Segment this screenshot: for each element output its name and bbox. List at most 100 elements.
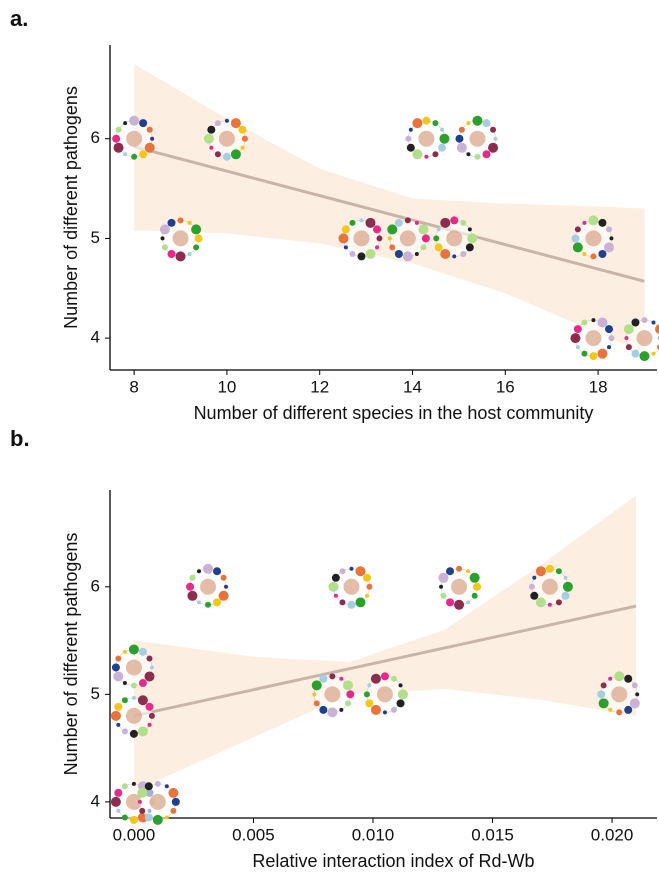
network-node xyxy=(224,118,229,123)
network-node xyxy=(224,584,229,589)
network-node xyxy=(651,320,656,325)
network-node xyxy=(440,592,447,599)
network-center xyxy=(149,793,166,810)
network-node xyxy=(598,249,607,258)
network-node xyxy=(624,674,633,683)
network-node xyxy=(474,153,481,160)
network-node xyxy=(382,710,387,715)
network-center xyxy=(451,578,468,595)
network-node xyxy=(339,568,346,575)
network-node xyxy=(311,680,322,691)
network-node xyxy=(466,152,471,157)
network-node xyxy=(625,344,632,351)
network-node xyxy=(532,575,537,580)
network-node xyxy=(446,598,455,607)
network-node xyxy=(607,345,612,350)
trend-line xyxy=(133,145,645,283)
network-center xyxy=(611,686,628,703)
network-node xyxy=(535,566,546,577)
network-node xyxy=(581,319,588,326)
x-tick-label: 0.010 xyxy=(352,825,395,844)
x-tick-label: 14 xyxy=(403,377,422,396)
network-node xyxy=(588,215,599,226)
network-node xyxy=(608,676,613,681)
network-node xyxy=(555,568,562,575)
network-node xyxy=(129,115,140,126)
x-tick-label: 8 xyxy=(129,377,138,396)
network-node xyxy=(338,233,349,244)
network-node xyxy=(394,249,403,258)
network-node xyxy=(339,599,346,606)
network-node xyxy=(146,655,153,662)
x-axis-title: Relative interaction index of Rd-Wb xyxy=(252,851,534,871)
network-node xyxy=(390,675,397,682)
network-node xyxy=(555,599,562,606)
network-node xyxy=(144,813,153,822)
network-node xyxy=(116,722,121,727)
panel-label: a. xyxy=(10,6,28,31)
network-node xyxy=(418,224,429,235)
network-node xyxy=(631,349,640,358)
network-node xyxy=(366,583,373,590)
network-node xyxy=(609,236,614,241)
network-node xyxy=(436,227,441,232)
network-node xyxy=(440,127,445,132)
network-node xyxy=(112,134,121,143)
network-node xyxy=(121,814,128,821)
network-node xyxy=(319,705,328,714)
network-node xyxy=(129,729,138,738)
network-node xyxy=(116,808,121,813)
panel-label: b. xyxy=(10,426,30,451)
x-tick-label: 18 xyxy=(589,377,608,396)
network-node xyxy=(346,690,355,699)
network-node xyxy=(355,566,366,577)
network-center xyxy=(636,330,653,347)
network-node xyxy=(440,217,451,228)
network-node xyxy=(547,602,552,607)
network-node xyxy=(414,220,419,225)
network-node xyxy=(424,154,429,159)
network-node xyxy=(635,692,640,697)
network-node xyxy=(655,324,659,334)
network-node xyxy=(472,115,483,126)
network-node xyxy=(363,691,370,698)
network-node xyxy=(574,226,581,233)
y-tick-label: 5 xyxy=(91,228,100,247)
network-node xyxy=(137,726,148,737)
network-node xyxy=(149,665,154,670)
network-node xyxy=(452,254,457,259)
network-center xyxy=(172,230,189,247)
network-center xyxy=(469,130,486,147)
network-node xyxy=(110,796,121,807)
network-node xyxy=(373,225,382,234)
network-node xyxy=(365,248,376,259)
network-node xyxy=(600,682,607,689)
network-node xyxy=(641,317,648,324)
network-node xyxy=(218,590,229,601)
network-node xyxy=(115,126,122,133)
network-center xyxy=(446,230,463,247)
network-node xyxy=(572,242,583,253)
network-node xyxy=(394,218,403,227)
network-node xyxy=(375,245,380,250)
network-node xyxy=(624,336,629,341)
network-node xyxy=(139,119,148,128)
trend-line xyxy=(133,604,637,718)
network-node xyxy=(168,787,179,798)
network-center xyxy=(218,130,235,147)
confidence-band xyxy=(134,63,645,354)
network-node xyxy=(412,149,423,160)
network-node xyxy=(420,244,427,251)
network-node xyxy=(608,707,613,712)
network-node xyxy=(562,581,573,592)
network-center xyxy=(353,230,370,247)
network-node xyxy=(597,690,606,699)
network-node xyxy=(171,797,180,806)
y-tick-label: 4 xyxy=(91,791,100,810)
network-node xyxy=(581,350,588,357)
network-node xyxy=(197,600,202,605)
y-tick-label: 6 xyxy=(91,128,100,147)
network-node xyxy=(144,782,153,791)
network-node xyxy=(160,236,165,241)
network-node xyxy=(339,676,344,681)
